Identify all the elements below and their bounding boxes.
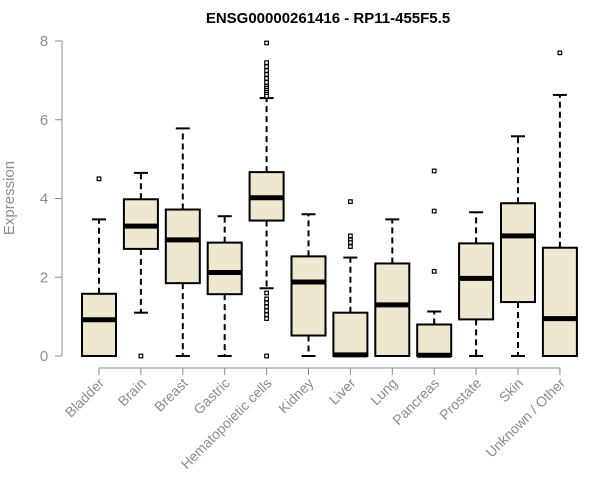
- outlier-point: [348, 233, 353, 239]
- outlier-point: [264, 76, 269, 81]
- outlier-point: [264, 353, 269, 359]
- outlier-point: [348, 244, 353, 249]
- box-iqr: [206, 241, 243, 296]
- box-group: [416, 168, 453, 358]
- box-iqr: [500, 202, 536, 304]
- x-tick-label: Bladder: [62, 375, 108, 421]
- outlier-point: [138, 353, 144, 359]
- x-tick-label: Breast: [151, 375, 191, 415]
- outlier-point: [431, 208, 437, 214]
- outlier-point: [557, 50, 563, 56]
- outlier-point: [264, 296, 269, 302]
- box-group: [248, 40, 285, 359]
- box-iqr: [164, 208, 201, 285]
- box-iqr: [416, 323, 453, 357]
- outlier-point: [348, 240, 353, 246]
- box-iqr: [541, 246, 578, 357]
- outlier-point: [264, 72, 269, 77]
- x-tick-label: Brain: [115, 375, 149, 409]
- y-tick-label: 0: [40, 348, 48, 365]
- box-group: [290, 213, 327, 357]
- y-axis-label: Expression: [1, 161, 18, 235]
- x-tick-label: Kidney: [275, 375, 317, 417]
- box-group: [164, 127, 201, 357]
- x-tick-label: Skin: [496, 375, 527, 406]
- outlier-point: [264, 300, 269, 306]
- outlier-point: [264, 93, 269, 99]
- outlier-point: [348, 199, 353, 205]
- x-tick-label: Liver: [326, 375, 359, 408]
- outlier-point: [264, 304, 269, 310]
- y-tick-label: 4: [40, 191, 48, 208]
- x-tick-label: Pancreas: [389, 375, 442, 428]
- outlier-point: [264, 64, 269, 69]
- outlier-point: [96, 176, 102, 182]
- outlier-point: [264, 60, 269, 66]
- outlier-point: [264, 312, 269, 318]
- y-tick-label: 2: [40, 269, 48, 286]
- outlier-point: [264, 79, 269, 85]
- chart-title: ENSG00000261416 - RP11-455F5.5: [206, 10, 450, 27]
- y-tick-label: 8: [40, 33, 48, 50]
- box-iqr: [290, 255, 327, 337]
- box-iqr: [458, 242, 495, 321]
- box-group: [122, 171, 159, 359]
- box-group: [332, 199, 369, 358]
- outlier-point: [431, 168, 437, 174]
- box-group: [374, 218, 411, 357]
- outlier-point: [264, 290, 269, 296]
- box-group: [206, 215, 243, 357]
- x-tick-label: Lung: [367, 375, 400, 408]
- outlier-point: [264, 308, 269, 314]
- box-group: [458, 211, 495, 357]
- box-group: [541, 50, 578, 357]
- box-iqr: [374, 262, 411, 357]
- outlier-point: [264, 68, 269, 73]
- y-axis: 0 2 4 6 8: [40, 33, 63, 365]
- box-iqr: [332, 311, 369, 357]
- outlier-point: [264, 316, 269, 321]
- outlier-point: [431, 268, 437, 274]
- box-iqr: [81, 292, 117, 358]
- box-group: [81, 176, 117, 358]
- box-group: [500, 135, 536, 357]
- outlier-point: [264, 40, 269, 46]
- box-series: [81, 40, 578, 359]
- y-tick-label: 6: [40, 112, 48, 129]
- x-tick-label: Prostate: [436, 375, 484, 423]
- x-tick-label: Unknown / Other: [482, 375, 568, 461]
